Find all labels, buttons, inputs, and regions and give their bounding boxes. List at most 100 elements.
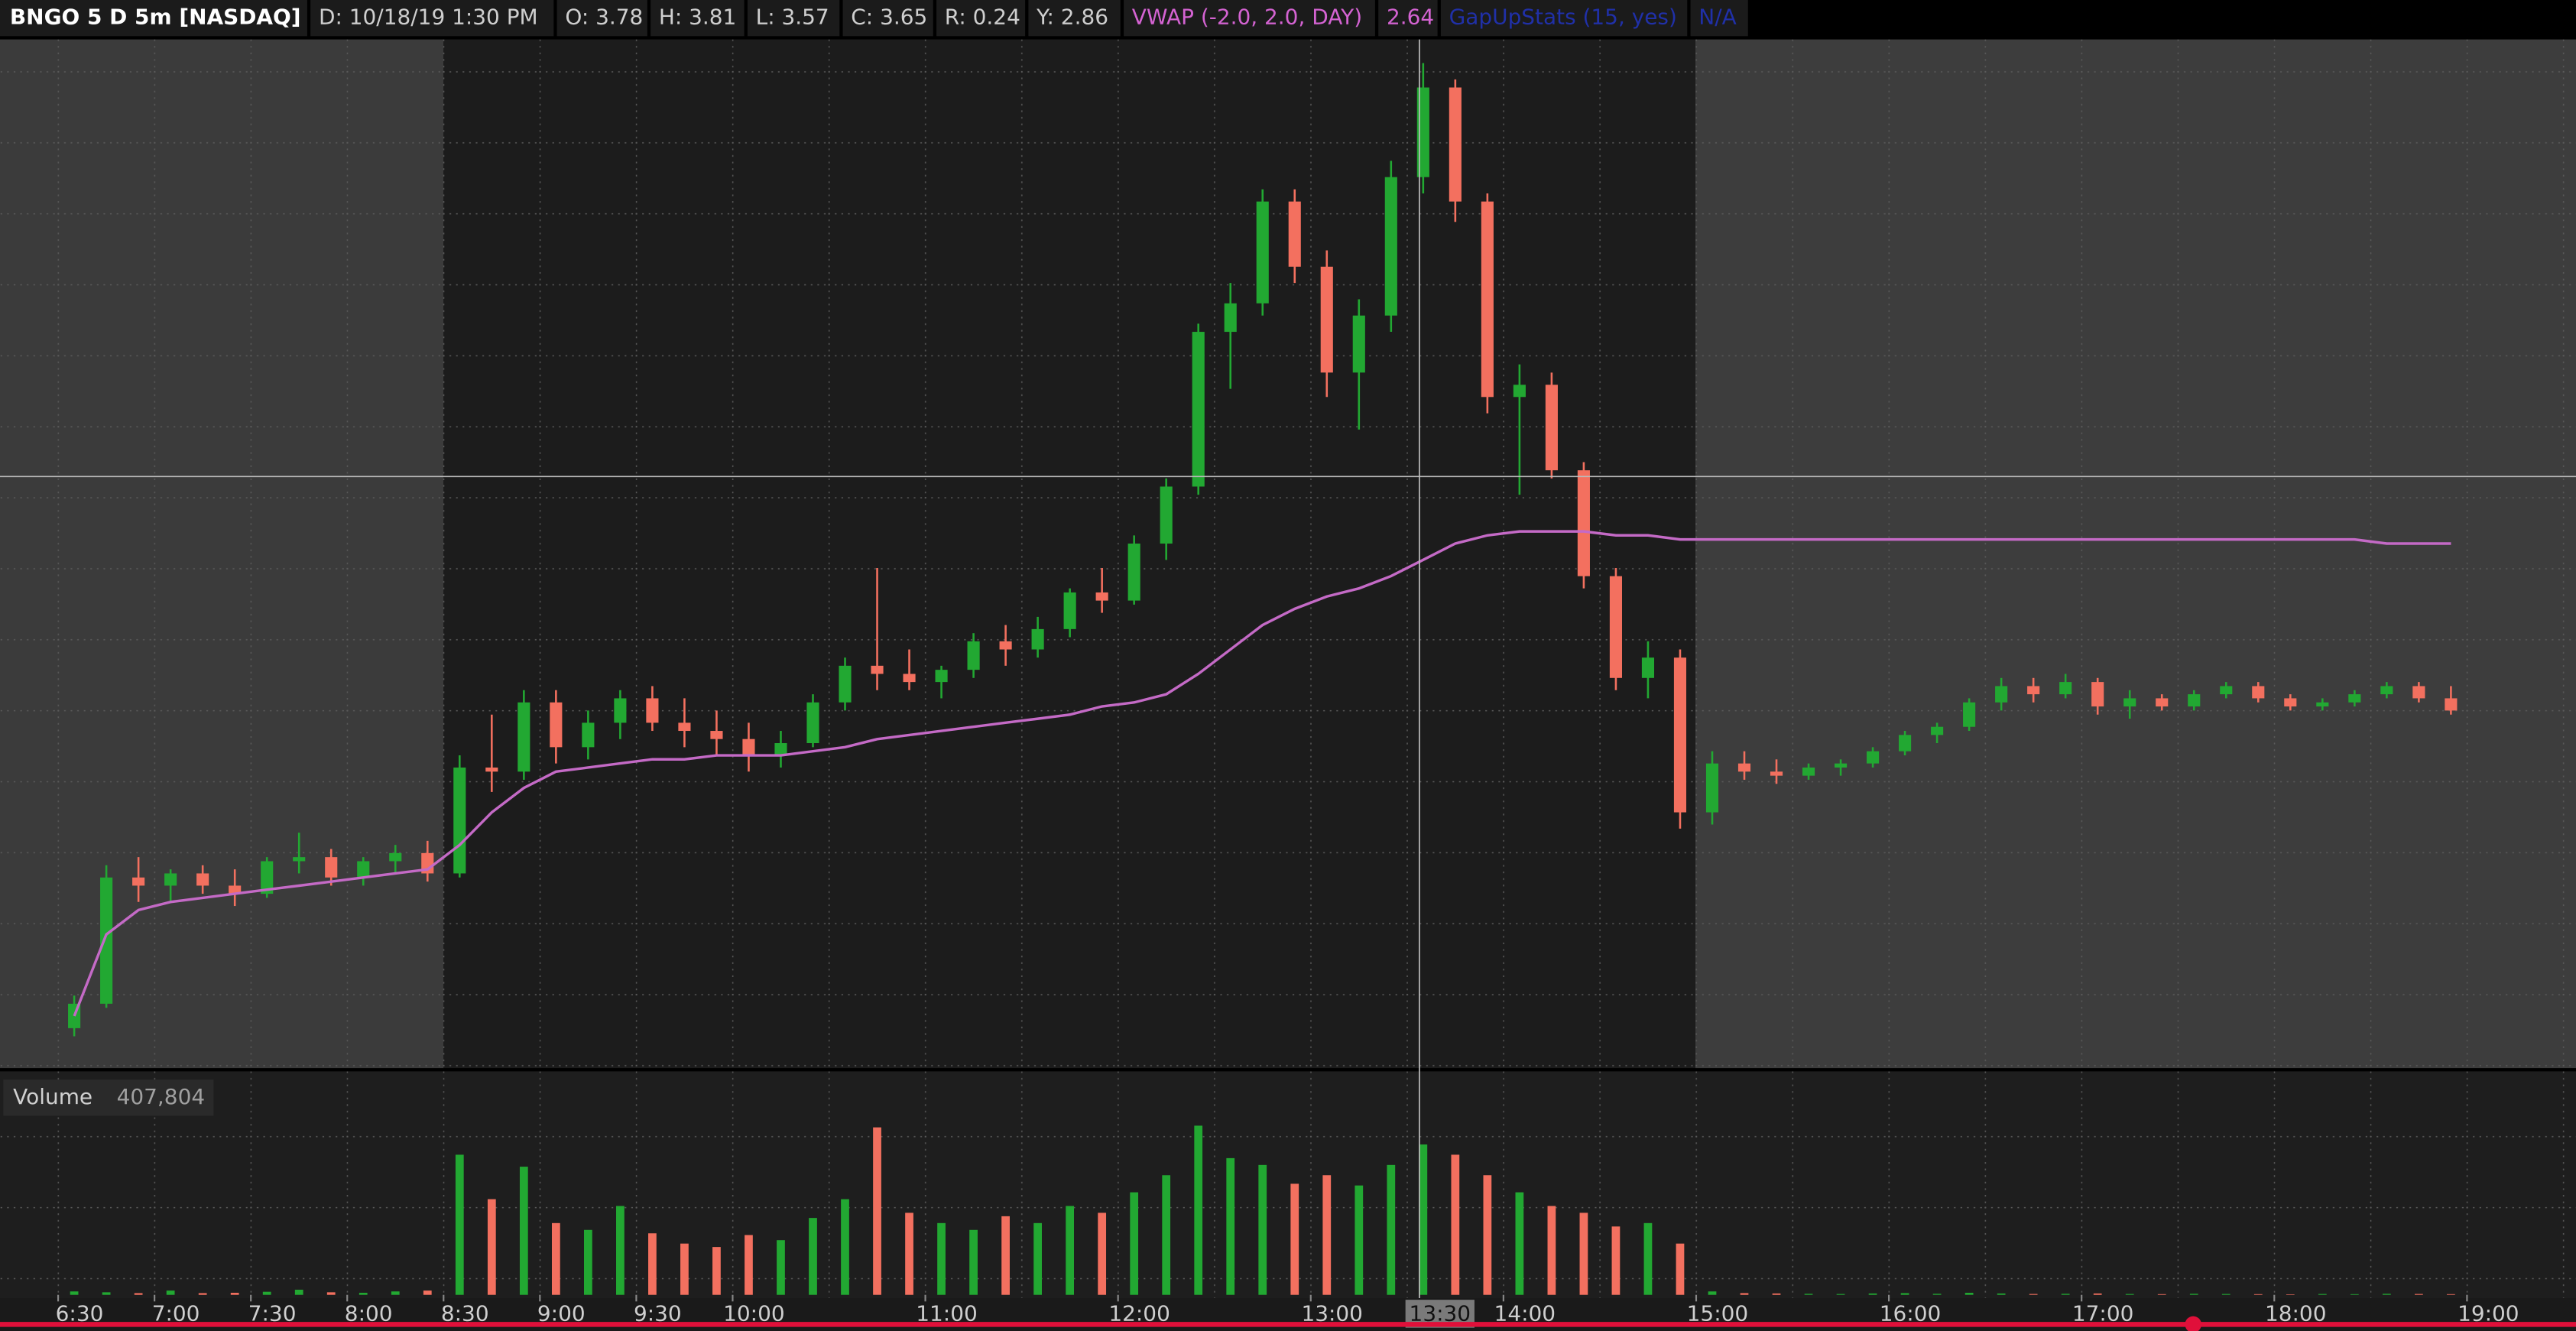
volume-bar [1419, 1144, 1428, 1295]
volume-bar [2318, 1294, 2327, 1295]
x-tick-label: 11:00 [916, 1301, 978, 1326]
volume-bar [1772, 1293, 1781, 1295]
candle-body [1416, 87, 1429, 177]
volume-bar [2221, 1294, 2230, 1295]
candle-body [839, 665, 852, 703]
volume-bar [873, 1127, 881, 1295]
candle-body [2059, 682, 2072, 695]
header-item: R: 0.24 [945, 5, 1020, 30]
volume-bar [487, 1199, 496, 1295]
candle-body [2380, 686, 2393, 695]
header-box [650, 0, 745, 37]
volume-grid [0, 1071, 2576, 1299]
candle-body [1127, 544, 1140, 601]
volume-bar [745, 1235, 753, 1295]
candle-body [710, 731, 723, 739]
candle-body [1609, 576, 1622, 678]
header-box [1440, 0, 1688, 37]
candle-body [1545, 385, 1558, 471]
candle-body [1995, 686, 2008, 703]
header-item: VWAP (-2.0, 2.0, DAY) [1132, 5, 1362, 30]
x-tick-label: 7:30 [248, 1301, 297, 1326]
candle-body [1705, 763, 1719, 813]
volume-bar [1643, 1222, 1653, 1295]
header-item: D: 10/18/19 1:30 PM [319, 5, 538, 30]
x-tick-label: 6:30 [56, 1301, 104, 1326]
volume-bar [2447, 1294, 2455, 1295]
volume-bar [905, 1213, 913, 1295]
x-tick-label: 17:00 [2072, 1301, 2134, 1326]
candle-body [2220, 686, 2233, 695]
volume-bar [1579, 1213, 1588, 1295]
header-box [747, 0, 840, 37]
candle-body [935, 670, 948, 683]
candle-body [1384, 177, 1397, 316]
candle-body [1577, 470, 1590, 576]
candle-body [1224, 303, 1237, 333]
candle-body [261, 861, 274, 894]
volume-bar [1515, 1192, 1524, 1295]
volume-bar [1001, 1216, 1010, 1295]
volume-title: Volume [13, 1084, 92, 1109]
x-tick-label: 12:00 [1108, 1301, 1170, 1326]
volume-bar [969, 1229, 978, 1295]
volume-bar [1226, 1157, 1235, 1295]
volume-bar [1451, 1154, 1460, 1295]
volume-bar [1997, 1293, 2006, 1295]
candle-body [903, 674, 916, 683]
volume-bar [198, 1293, 207, 1295]
header-item: N/A [1698, 5, 1736, 30]
candle-body [2027, 686, 2040, 695]
candle-body [614, 698, 627, 723]
volume-bar [680, 1243, 689, 1295]
volume-bar [2414, 1294, 2423, 1295]
candle-body [1449, 87, 1462, 202]
volume-bar [2157, 1294, 2166, 1295]
candle-body [132, 877, 145, 886]
header-box [842, 0, 933, 37]
volume-bar [583, 1229, 592, 1295]
candle-body [774, 743, 787, 755]
candle-body [1031, 628, 1044, 650]
volume-bar [1033, 1222, 1042, 1295]
candle-body [1352, 315, 1365, 373]
x-tick-label: 8:30 [441, 1301, 489, 1326]
candle-body [742, 739, 755, 755]
volume-bar [551, 1222, 560, 1295]
header-box [1028, 0, 1121, 37]
candle-body [2284, 698, 2297, 707]
volume-bar [1322, 1175, 1332, 1295]
header-box [0, 0, 307, 37]
candle-body [1802, 767, 1815, 776]
crosshair-time: 13:30 [1410, 1301, 1471, 1326]
header-item: L: 3.57 [756, 5, 829, 30]
x-tick-label: 9:00 [537, 1301, 586, 1326]
volume-bar [2350, 1294, 2359, 1295]
candle-body [325, 857, 338, 878]
volume-bar [1740, 1293, 1749, 1295]
volume-bar [1676, 1243, 1685, 1295]
candle-body [1899, 735, 1912, 752]
volume-bar [294, 1290, 303, 1295]
volume-bar [423, 1290, 432, 1295]
candle-body [1288, 201, 1301, 267]
candle-body [1931, 726, 1944, 735]
candle-body [2156, 698, 2169, 707]
candle-body [1095, 592, 1108, 601]
candle-body [678, 722, 691, 732]
header-item: Y: 2.86 [1036, 5, 1108, 30]
candle-body [196, 873, 209, 886]
candle-body [517, 702, 530, 772]
candle-body [1770, 771, 1783, 776]
volume-bar [326, 1292, 336, 1295]
volume-bar [2286, 1294, 2295, 1295]
x-tick-label: 18:00 [2265, 1301, 2327, 1326]
candle-body [229, 885, 242, 894]
volume-bar [648, 1233, 657, 1295]
candle-body [164, 873, 177, 886]
candle-body [1963, 702, 1976, 727]
candle-body [2348, 694, 2361, 703]
x-tick-label: 14:00 [1494, 1301, 1556, 1326]
candle-body [999, 641, 1012, 650]
